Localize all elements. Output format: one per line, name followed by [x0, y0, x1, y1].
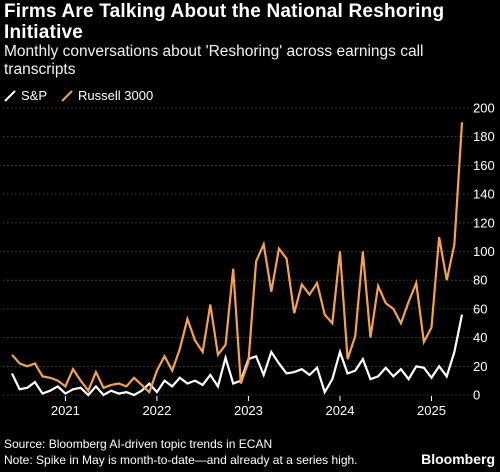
legend-label-russell: Russell 3000 [78, 88, 154, 103]
x-tick-label: 2022 [142, 403, 171, 418]
y-tick-label: 180 [473, 129, 495, 144]
series-line-sp [11, 314, 464, 397]
chart-legend: S&P Russell 3000 [4, 88, 167, 103]
y-tick-label: 0 [473, 388, 480, 403]
y-tick-label: 160 [473, 158, 495, 173]
x-tick-label: 2025 [417, 403, 446, 418]
y-tick-label: 40 [473, 330, 487, 345]
legend-label-sp: S&P [21, 88, 48, 103]
x-tick-label: 2021 [51, 403, 80, 418]
legend-swatch-russell [61, 89, 73, 102]
x-tick-label: 2024 [326, 403, 355, 418]
y-tick-label: 60 [473, 301, 487, 316]
legend-swatch-sp [4, 89, 16, 102]
y-tick-label: 120 [473, 215, 495, 230]
y-tick-label: 100 [473, 244, 495, 259]
y-tick-label: 20 [473, 359, 487, 374]
x-tick-label: 2023 [234, 403, 263, 418]
legend-item-sp: S&P [4, 88, 47, 103]
y-tick-label: 200 [473, 101, 495, 116]
bloomberg-logo: Bloomberg [421, 451, 495, 467]
source-note: Source: Bloomberg AI-driven topic trends… [4, 437, 273, 451]
chart-title: Firms Are Talking About the National Res… [4, 1, 445, 43]
y-tick-label: 140 [473, 187, 495, 202]
chart-subtitle: Monthly conversations about 'Reshoring' … [4, 43, 424, 78]
series-line-russell3000 [11, 122, 464, 395]
legend-item-russell: Russell 3000 [61, 88, 153, 103]
footnote: Note: Spike in May is month-to-date—and … [4, 453, 358, 467]
y-tick-label: 80 [473, 273, 487, 288]
